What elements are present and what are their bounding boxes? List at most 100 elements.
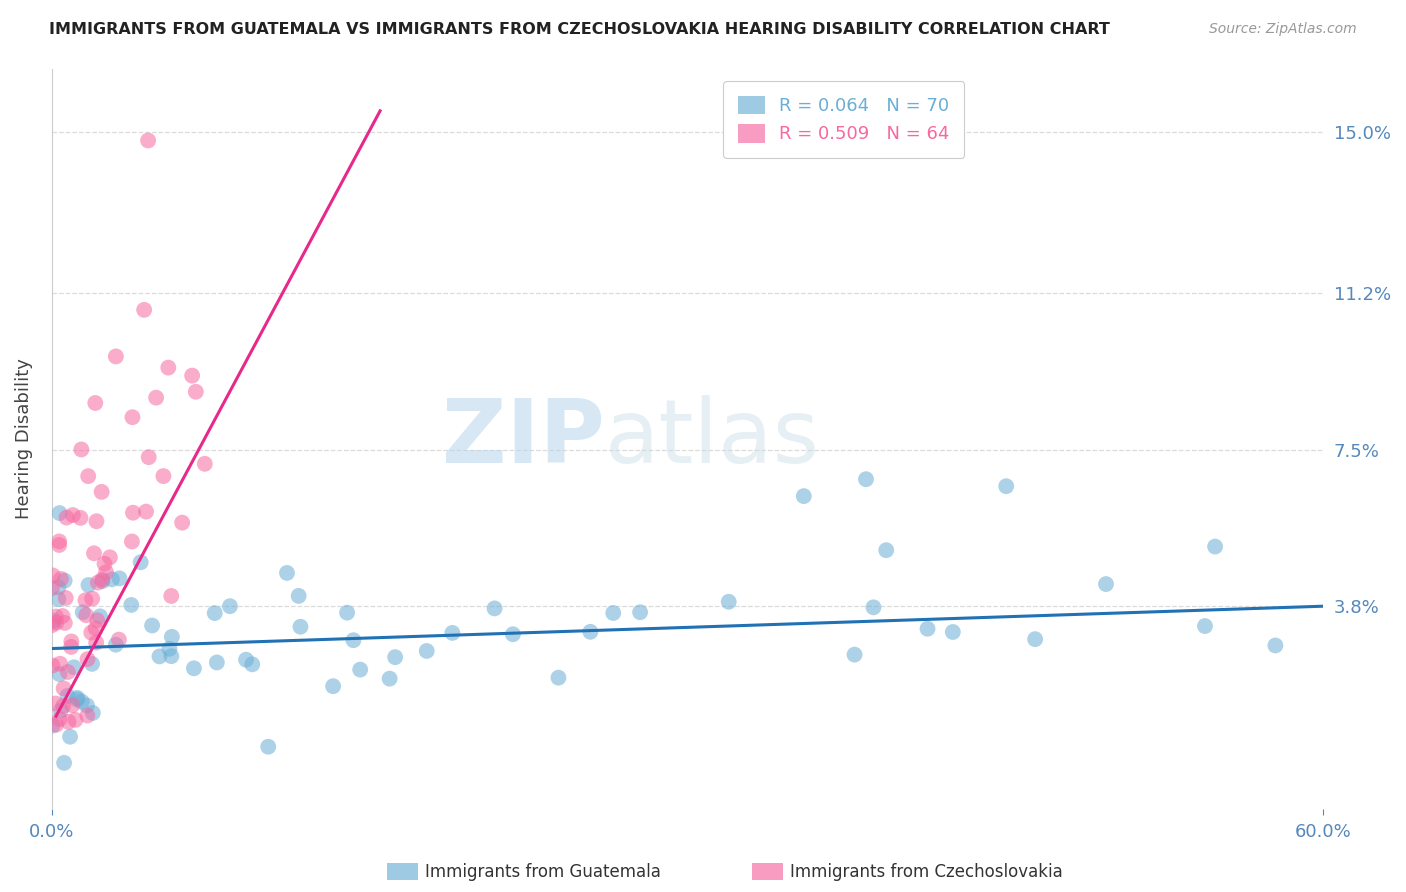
- Point: [41, 618, 63, 632]
- Point: [235, 653, 257, 667]
- Point: [49, 572, 72, 586]
- Point: [98, 550, 121, 565]
- Point: [48, 592, 70, 607]
- Point: [53, 756, 76, 770]
- Point: [76, 698, 98, 713]
- Point: [70, 442, 93, 457]
- Point: [83, 546, 105, 560]
- Text: IMMIGRANTS FROM GUATEMALA VS IMMIGRANTS FROM CZECHOSLOVAKIA HEARING DISABILITY C: IMMIGRANTS FROM GUATEMALA VS IMMIGRANTS …: [49, 22, 1111, 37]
- Point: [152, 469, 174, 483]
- Point: [602, 606, 624, 620]
- Point: [844, 648, 866, 662]
- Point: [45, 718, 67, 732]
- Point: [66, 692, 89, 706]
- Point: [120, 598, 142, 612]
- Point: [89, 609, 111, 624]
- Point: [160, 589, 183, 603]
- Point: [108, 632, 131, 647]
- Point: [48, 667, 70, 681]
- Point: [1204, 540, 1226, 554]
- Point: [42, 568, 65, 582]
- Point: [1095, 577, 1118, 591]
- Point: [58, 714, 80, 729]
- Point: [82, 706, 104, 720]
- Point: [56, 689, 79, 703]
- Text: Immigrants from Guatemala: Immigrants from Guatemala: [425, 863, 661, 881]
- Point: [276, 566, 298, 580]
- Point: [378, 672, 401, 686]
- Point: [62, 508, 84, 522]
- Point: [75, 593, 97, 607]
- Point: [45, 609, 67, 624]
- Point: [41, 658, 63, 673]
- Point: [121, 410, 143, 425]
- Point: [94, 566, 117, 580]
- Point: [48, 538, 70, 552]
- Point: [995, 479, 1018, 493]
- Point: [49, 657, 72, 671]
- Point: [138, 450, 160, 464]
- Point: [48, 506, 70, 520]
- Point: [86, 514, 108, 528]
- Point: [157, 360, 180, 375]
- Point: [76, 708, 98, 723]
- Point: [793, 489, 815, 503]
- Point: [194, 457, 217, 471]
- Text: ZIP: ZIP: [441, 395, 605, 483]
- Point: [63, 660, 86, 674]
- Y-axis label: Hearing Disability: Hearing Disability: [15, 359, 32, 519]
- Point: [122, 506, 145, 520]
- Point: [77, 469, 100, 483]
- Point: [91, 573, 114, 587]
- Point: [93, 557, 115, 571]
- Point: [1024, 632, 1046, 647]
- Point: [547, 671, 569, 685]
- Point: [56, 665, 79, 679]
- Point: [76, 652, 98, 666]
- Point: [579, 624, 602, 639]
- Point: [157, 641, 180, 656]
- Point: [172, 516, 194, 530]
- Point: [69, 511, 91, 525]
- Point: [82, 591, 104, 606]
- Point: [717, 595, 740, 609]
- Legend: R = 0.064   N = 70, R = 0.509   N = 64: R = 0.064 N = 70, R = 0.509 N = 64: [724, 81, 965, 158]
- Point: [48, 534, 70, 549]
- Point: [60, 698, 83, 713]
- Point: [55, 591, 77, 605]
- Point: [148, 649, 170, 664]
- Point: [141, 618, 163, 632]
- Point: [219, 599, 242, 614]
- Text: Immigrants from Czechoslovakia: Immigrants from Czechoslovakia: [790, 863, 1063, 881]
- Point: [44, 614, 66, 628]
- Point: [1264, 639, 1286, 653]
- Text: Source: ZipAtlas.com: Source: ZipAtlas.com: [1209, 22, 1357, 37]
- Point: [184, 384, 207, 399]
- Point: [942, 625, 965, 640]
- Point: [104, 350, 127, 364]
- Point: [181, 368, 204, 383]
- Point: [55, 510, 77, 524]
- Point: [287, 589, 309, 603]
- Point: [84, 621, 107, 635]
- Point: [77, 578, 100, 592]
- Point: [53, 615, 76, 630]
- Point: [84, 635, 107, 649]
- Point: [875, 543, 897, 558]
- Point: [75, 608, 97, 623]
- Point: [59, 730, 82, 744]
- Point: [160, 630, 183, 644]
- Point: [41, 581, 63, 595]
- Point: [290, 620, 312, 634]
- Point: [136, 134, 159, 148]
- Point: [48, 712, 70, 726]
- Point: [45, 615, 67, 630]
- Point: [862, 600, 884, 615]
- Point: [336, 606, 359, 620]
- Point: [134, 302, 156, 317]
- Point: [108, 571, 131, 585]
- Point: [1194, 619, 1216, 633]
- Point: [441, 626, 464, 640]
- Point: [41, 718, 63, 732]
- Text: atlas: atlas: [605, 395, 820, 483]
